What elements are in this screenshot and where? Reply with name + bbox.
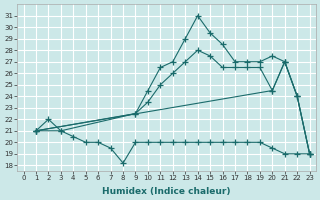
X-axis label: Humidex (Indice chaleur): Humidex (Indice chaleur) <box>102 187 231 196</box>
